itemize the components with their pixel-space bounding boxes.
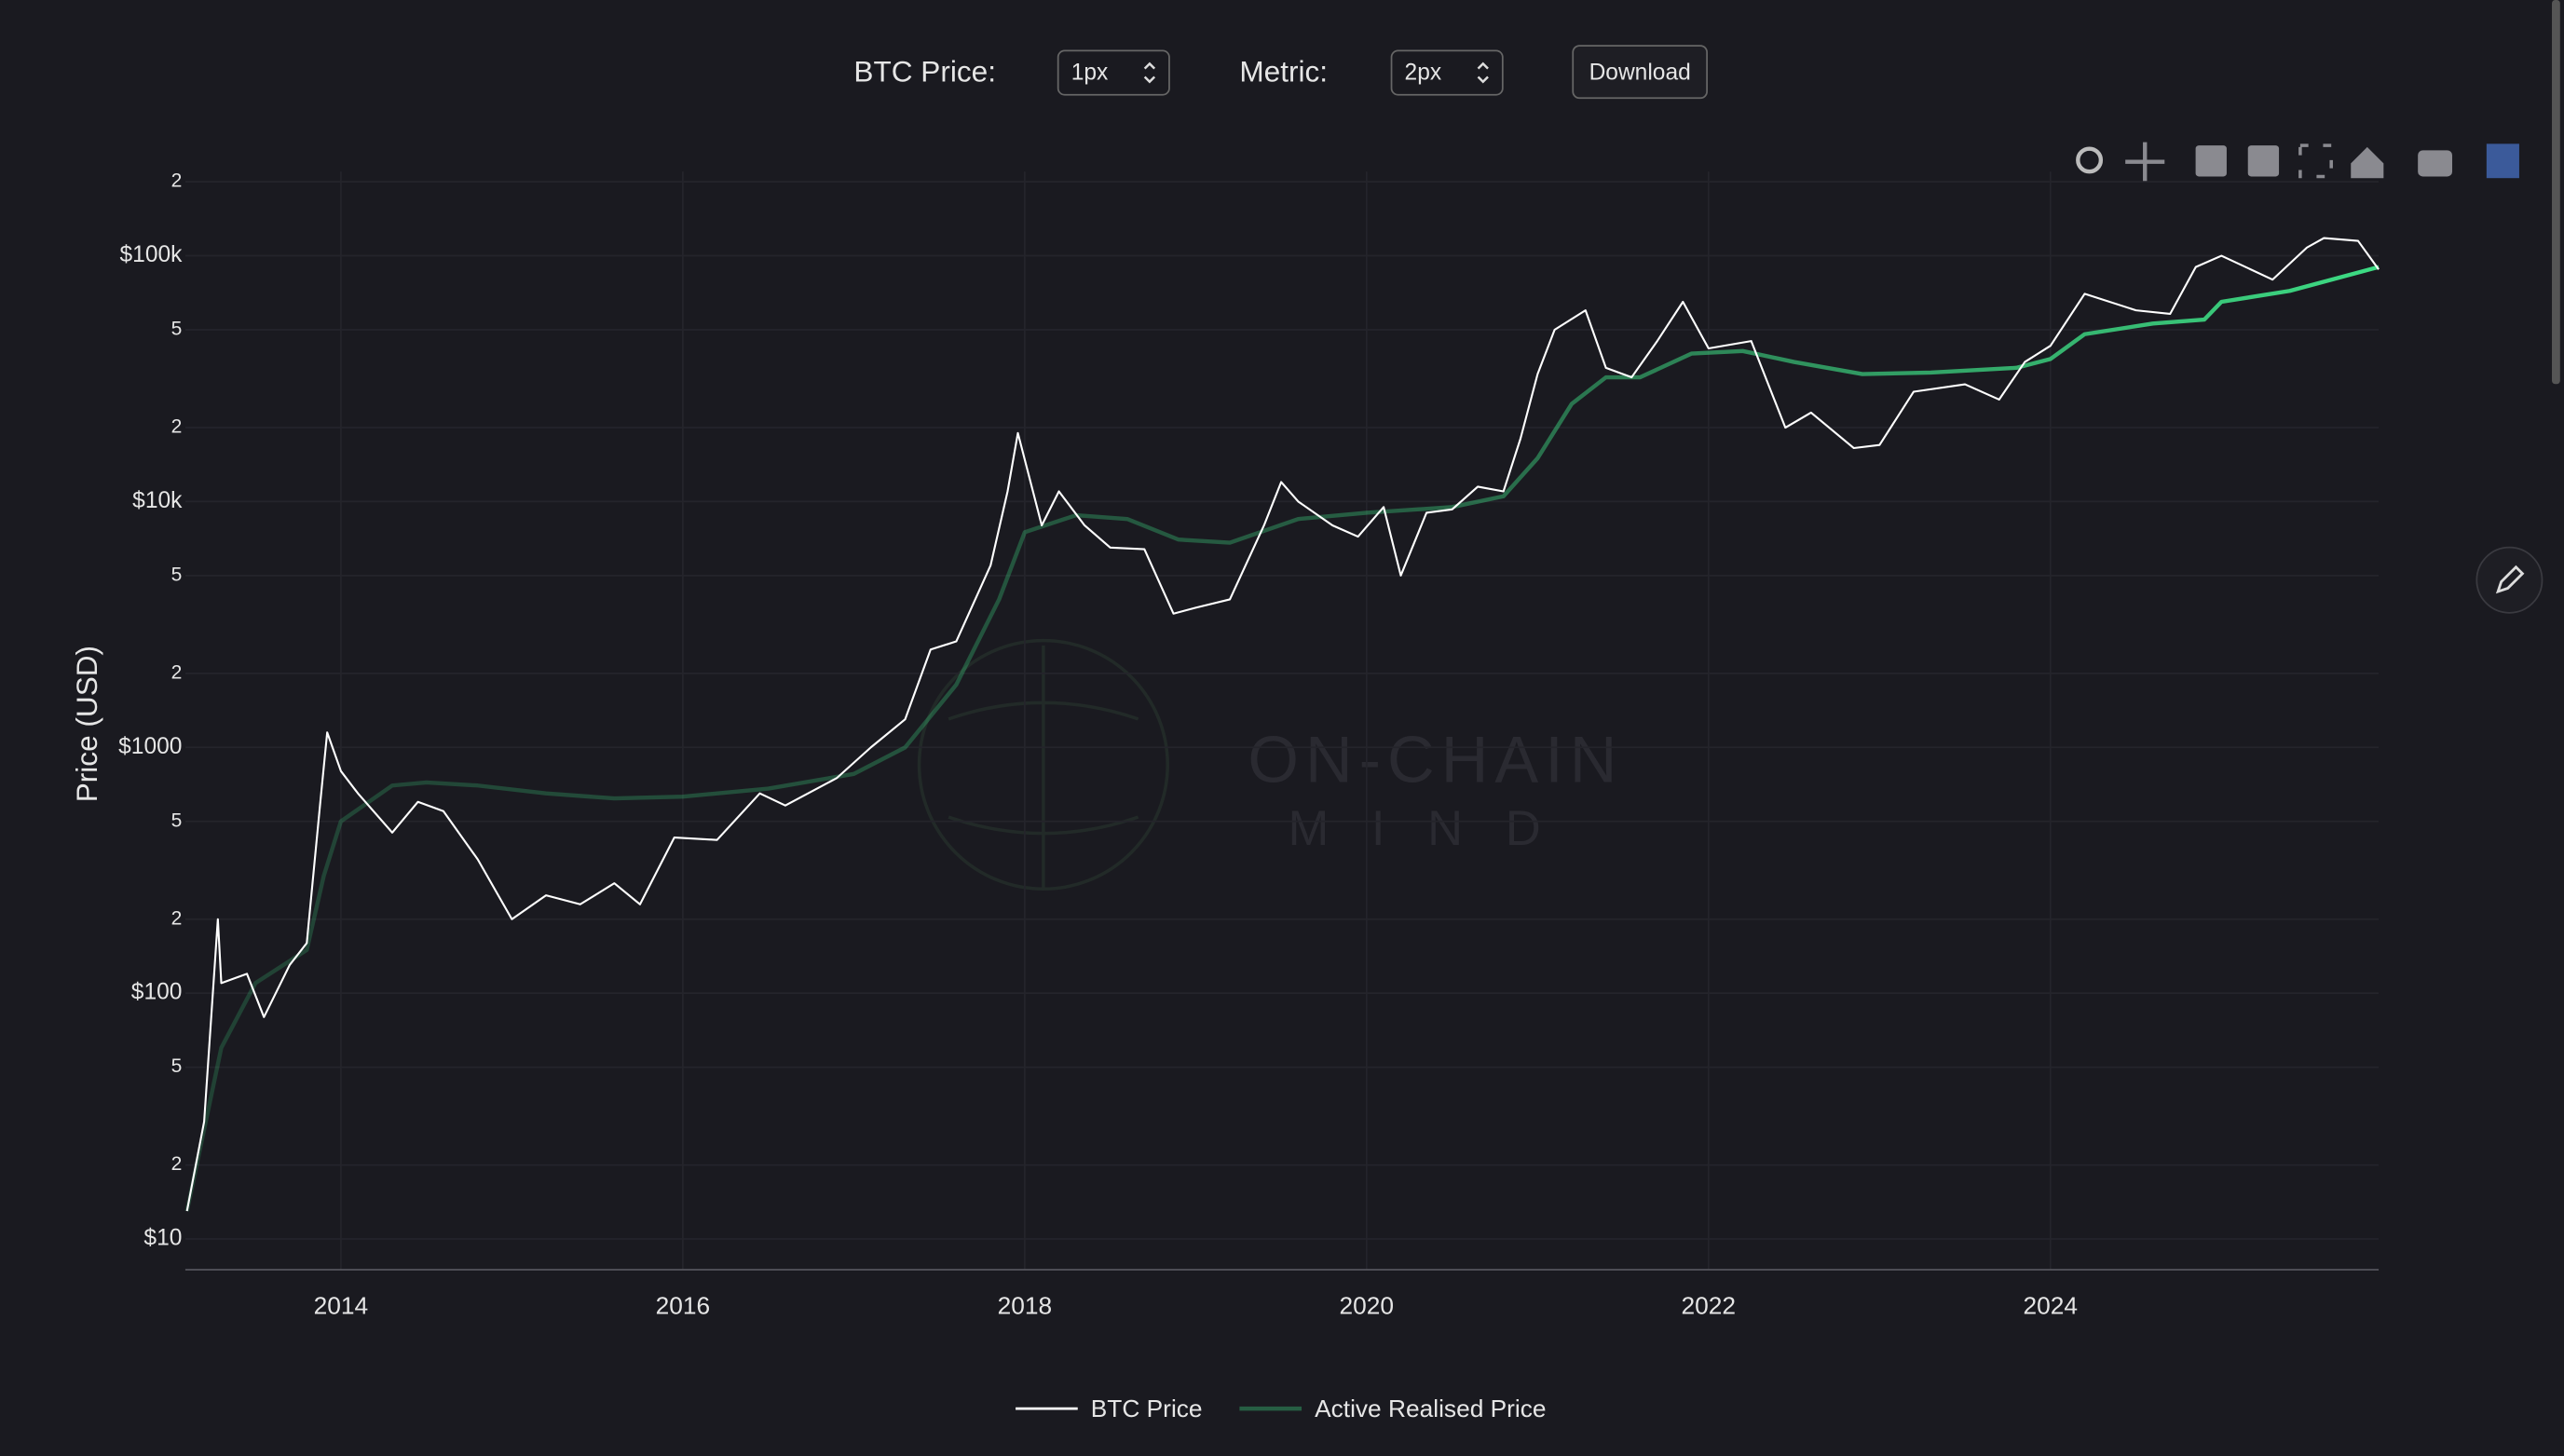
watermark-brain	[948, 645, 1139, 891]
y-tick-label: 2	[171, 170, 183, 192]
y-tick-label: $100	[131, 980, 183, 1005]
y-tick-label: 2	[171, 1153, 183, 1175]
y-tick-label: $1000	[118, 734, 182, 759]
y-axis-title: Price (USD)	[70, 646, 103, 802]
x-tick-label: 2022	[1682, 1291, 1737, 1319]
y-tick-label: 2	[171, 416, 183, 438]
legend-label: Active Realised Price	[1315, 1395, 1546, 1422]
btc-price-label: BTC Price:	[853, 54, 996, 88]
camera[interactable]	[2418, 150, 2453, 177]
y-tick-label: $10	[143, 1226, 182, 1251]
y-tick-label: 5	[171, 319, 183, 340]
legend-label: BTC Price	[1091, 1395, 1203, 1422]
select-arrows[interactable]	[1477, 61, 1489, 84]
metric-label: Metric:	[1239, 54, 1328, 88]
reset-axes[interactable]	[2351, 146, 2384, 179]
x-tick-label: 2024	[2024, 1291, 2079, 1319]
pan-tool[interactable]	[2125, 142, 2165, 182]
y-tick-label: $100k	[120, 242, 184, 267]
edit-button[interactable]	[2475, 546, 2544, 614]
edit-icon[interactable]	[2495, 565, 2525, 594]
y-tick-label: $10k	[132, 488, 183, 513]
x-tick-label: 2020	[1340, 1291, 1395, 1319]
toolbar	[2076, 142, 2519, 182]
button-label[interactable]: Download	[1589, 60, 1691, 85]
autoscale[interactable]	[2298, 143, 2333, 179]
metric-select[interactable]: 2px	[1390, 49, 1504, 96]
plotly-logo[interactable]	[2486, 143, 2519, 179]
x-tick-label: 2018	[998, 1291, 1053, 1319]
y-tick-label: 2	[171, 661, 183, 683]
download-button[interactable]: Download	[1572, 45, 1708, 100]
select-value[interactable]: 2px	[1405, 60, 1442, 85]
series-line	[185, 237, 2380, 1212]
watermark: ON-CHAIN MIND	[917, 638, 1623, 891]
watermark-text: MIND	[1288, 801, 1583, 856]
button-box[interactable]	[1572, 45, 1708, 100]
zoom-out[interactable]	[2247, 145, 2280, 177]
select-arrows[interactable]	[1143, 61, 1156, 84]
btc-price-select[interactable]: 1px	[1057, 49, 1170, 96]
select-box[interactable]	[1390, 49, 1504, 96]
watermark-text: ON-CHAIN	[1248, 723, 1623, 796]
y-tick-label: 5	[171, 810, 183, 831]
zoom-in[interactable]	[2195, 145, 2227, 177]
select-value[interactable]: 1px	[1071, 60, 1109, 85]
y-tick-label: 5	[171, 1055, 183, 1077]
zoom-tool[interactable]	[2076, 146, 2104, 174]
x-tick-label: 2016	[656, 1291, 711, 1319]
y-tick-label: 5	[171, 564, 183, 585]
scrollbar[interactable]	[2552, 0, 2560, 385]
x-tick-label: 2014	[314, 1291, 369, 1319]
plot-area: $10 2 5 $100 2 5 $1000 2 5 $10k 2 5 $100k 2 2014 2016 20…	[118, 170, 2380, 1422]
select-box[interactable]	[1057, 49, 1170, 96]
series-line	[184, 265, 2380, 1212]
y-tick-label: 2	[171, 907, 183, 929]
